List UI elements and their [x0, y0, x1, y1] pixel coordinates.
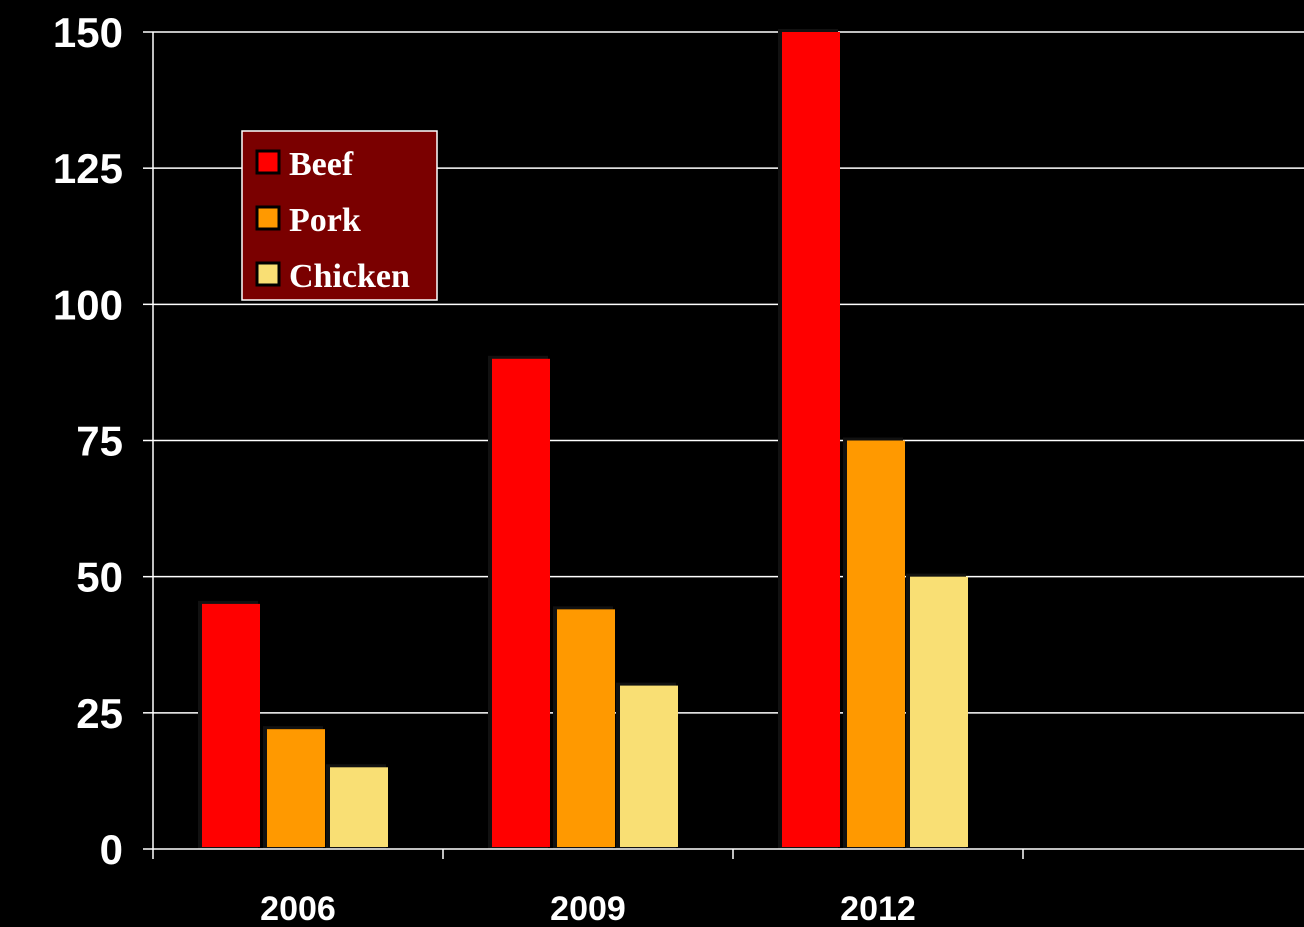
bar-beef-2006 [202, 603, 260, 847]
axes [143, 31, 1304, 859]
y-tick-label: 100 [53, 281, 123, 328]
bar-pork-2012 [847, 440, 905, 847]
legend-label-chicken: Chicken [289, 258, 410, 295]
bar-beef-2009 [492, 358, 550, 847]
x-tick-label: 2012 [840, 890, 916, 927]
y-tick-label: 125 [53, 145, 123, 192]
y-tick-label: 25 [76, 690, 123, 737]
bar-beef-2012 [782, 32, 840, 847]
y-tick-label: 50 [76, 554, 123, 601]
legend-swatch-beef [255, 149, 281, 175]
x-tick-label: 2006 [260, 890, 336, 927]
bar-chicken-2012 [910, 576, 968, 847]
y-tick-label: 75 [76, 418, 123, 465]
y-tick-label: 150 [53, 9, 123, 56]
y-tick-label: 0 [100, 826, 123, 873]
legend-swatch-pork [255, 205, 281, 231]
bars [198, 29, 968, 849]
legend: Beef Pork Chicken [241, 130, 438, 301]
legend-label-beef: Beef [289, 146, 354, 183]
bar-chicken-2006 [330, 767, 388, 847]
bar-pork-2009 [557, 609, 615, 847]
legend-label-pork: Pork [289, 202, 361, 239]
bar-chicken-2009 [620, 685, 678, 847]
x-tick-label: 2009 [550, 890, 626, 927]
y-tick-labels: 0 25 50 75 100 125 150 [53, 9, 123, 873]
bar-pork-2006 [267, 729, 325, 847]
legend-swatch-chicken [255, 261, 281, 287]
x-tick-labels: 2006 2009 2012 [260, 890, 916, 927]
